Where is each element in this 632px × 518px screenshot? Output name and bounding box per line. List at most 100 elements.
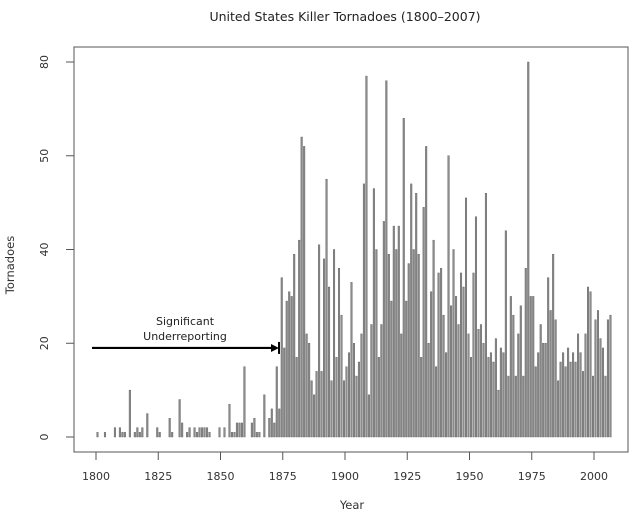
bar-1891: [323, 258, 326, 438]
bar-1968: [514, 375, 517, 438]
bar-1862: [250, 422, 253, 438]
bar-1998: [589, 291, 592, 438]
bar-2005: [606, 319, 609, 438]
bar-1919: [392, 225, 395, 438]
bar-1967: [512, 314, 515, 438]
bar-1864: [255, 432, 258, 438]
bar-1815: [133, 432, 136, 438]
underreporting-annotation: Significant Underreporting: [92, 315, 281, 354]
bar-1833: [178, 399, 181, 438]
bar-1917: [387, 253, 390, 438]
bar-1875: [283, 347, 286, 438]
bar-1991: [572, 352, 575, 438]
bar-1973: [527, 61, 530, 438]
bar-1933: [427, 343, 430, 438]
bar-1825: [158, 432, 161, 438]
bar-1948: [465, 197, 468, 438]
bar-1885: [308, 343, 311, 438]
annotation-line-1: Significant: [156, 315, 215, 328]
bar-1876: [285, 300, 288, 438]
bar-1978: [539, 324, 542, 438]
bar-1945: [457, 324, 460, 438]
bar-1842: [201, 427, 204, 438]
x-tick-label: 1850: [207, 470, 235, 483]
bar-1915: [382, 221, 385, 438]
x-tick-label: 1950: [456, 470, 484, 483]
bar-1889: [318, 244, 321, 438]
bar-1908: [365, 75, 368, 438]
x-axis: 1800 1825 1850 1875 1900 1925 1950 1975 2000: [82, 452, 608, 483]
bar-1971: [522, 375, 525, 438]
bar-1987: [562, 352, 565, 438]
bar-1974: [529, 296, 532, 438]
bar-1902: [350, 282, 353, 438]
bar-1900: [345, 366, 348, 438]
bar-1841: [198, 427, 201, 438]
bar-1962: [499, 347, 502, 438]
bar-1952: [474, 216, 477, 438]
y-axis-label: Tornadoes: [3, 236, 17, 295]
bar-2000: [594, 319, 597, 438]
bar-1903: [352, 343, 355, 438]
bar-1941: [447, 155, 450, 438]
bar-1954: [479, 324, 482, 438]
annotation-line-2: Underreporting: [143, 330, 227, 343]
bar-1980: [544, 343, 547, 438]
bar-1989: [567, 347, 570, 438]
bar-1874: [280, 277, 283, 438]
bar-1886: [310, 380, 313, 438]
bar-1936: [435, 366, 438, 438]
bar-1935: [432, 239, 435, 438]
bar-1979: [542, 343, 545, 438]
bar-1984: [554, 319, 557, 438]
bar-1920: [395, 249, 398, 438]
bar-1914: [380, 324, 383, 438]
bar-1905: [357, 361, 360, 438]
bar-1981: [547, 277, 550, 438]
bar-1912: [375, 249, 378, 438]
bar-1867: [263, 394, 266, 438]
bar-1882: [300, 136, 303, 438]
bar-1893: [328, 286, 331, 438]
bar-1926: [410, 183, 413, 438]
bar-1856: [235, 422, 238, 438]
bar-1930: [420, 357, 423, 438]
y-tick-label: 50: [38, 149, 51, 163]
bar-1946: [460, 272, 463, 438]
bars-group: [96, 61, 612, 438]
bar-1820: [146, 413, 149, 438]
bar-1947: [462, 286, 465, 438]
bar-1800: [96, 432, 99, 438]
bar-1988: [564, 366, 567, 438]
bar-1993: [577, 333, 580, 438]
bar-1896: [335, 357, 338, 438]
bar-1810: [121, 432, 124, 438]
bar-1913: [377, 357, 380, 438]
bar-1940: [445, 352, 448, 438]
chart-title: United States Killer Tornadoes (1800–200…: [209, 9, 480, 24]
bar-1892: [325, 178, 328, 438]
x-axis-label: Year: [339, 498, 365, 512]
bar-1982: [549, 310, 552, 438]
x-tick-label: 1925: [393, 470, 421, 483]
bar-1858: [240, 422, 243, 438]
bar-1851: [223, 427, 226, 438]
bar-1924: [405, 300, 408, 438]
bar-1921: [397, 225, 400, 438]
bar-1957: [487, 357, 490, 438]
x-tick-label: 2000: [580, 470, 608, 483]
x-tick-label: 1900: [331, 470, 359, 483]
bar-2006: [609, 314, 612, 438]
bar-1869: [268, 418, 271, 438]
bar-1932: [425, 146, 428, 438]
bar-1813: [128, 389, 131, 438]
bar-1907: [362, 183, 365, 438]
bar-1922: [400, 333, 403, 438]
bar-1985: [557, 380, 560, 438]
bar-1878: [290, 296, 293, 438]
bar-1966: [509, 296, 512, 438]
bar-1965: [507, 375, 510, 438]
bar-1811: [123, 432, 126, 438]
bar-1992: [574, 361, 577, 438]
